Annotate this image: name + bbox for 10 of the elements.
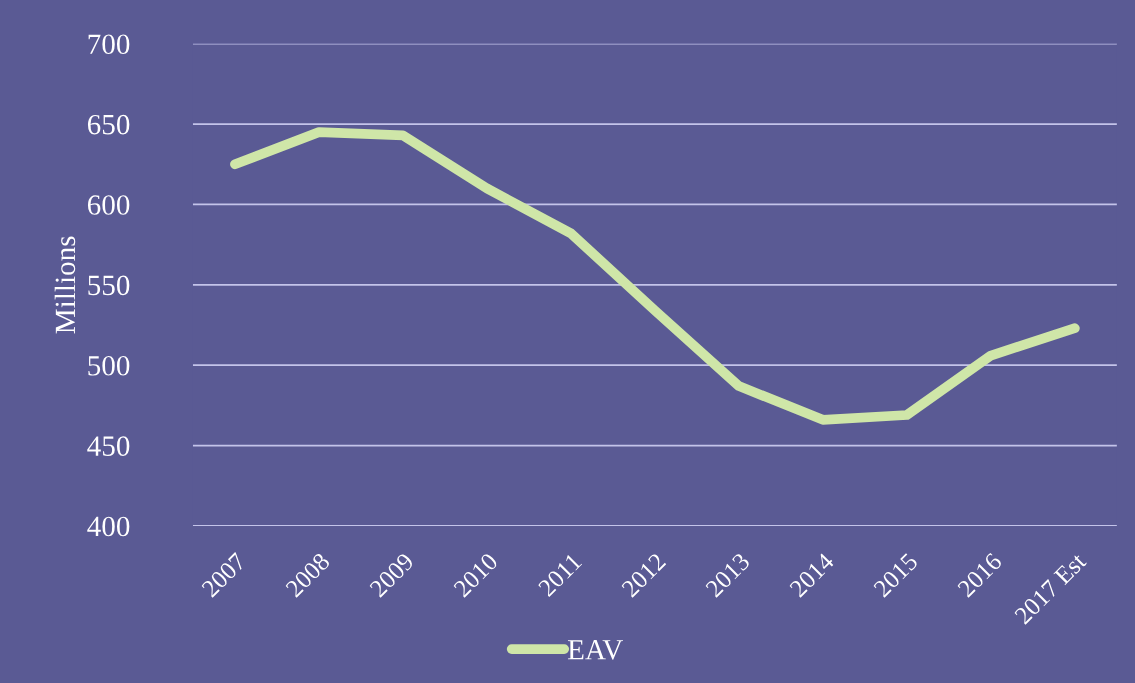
y-tick-label: 600 bbox=[87, 195, 130, 215]
legend-label: EAV bbox=[567, 640, 623, 660]
y-tick-label: 550 bbox=[88, 275, 130, 296]
y-tick-label: 500 bbox=[88, 355, 130, 376]
y-tick-label: 400 bbox=[87, 516, 130, 537]
y-tick-label: 700 bbox=[88, 34, 130, 55]
y-tick-label: 450 bbox=[87, 436, 130, 456]
y-tick-label: 650 bbox=[87, 114, 130, 135]
x-tick-label: 2011 bbox=[537, 552, 583, 598]
y-axis-title: Millions bbox=[54, 236, 76, 334]
